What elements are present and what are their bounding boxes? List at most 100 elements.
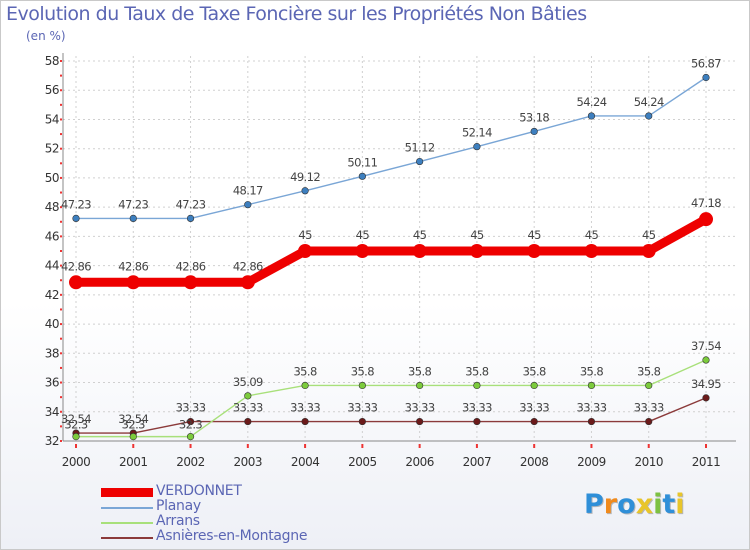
data-label: 45 (356, 228, 370, 242)
y-minor-tick (60, 103, 62, 106)
y-minor-tick (60, 352, 62, 355)
data-label: 33.33 (233, 401, 263, 415)
data-point (645, 417, 653, 426)
x-minor-tick (590, 444, 593, 448)
data-point (412, 244, 427, 258)
y-minor-tick (60, 440, 62, 442)
y-axis-unit-label: (en %) (26, 29, 66, 43)
y-minor-tick (60, 293, 62, 296)
data-point (129, 214, 137, 223)
y-minor-tick (60, 60, 62, 62)
data-label: 54.24 (576, 95, 606, 109)
y-tick-label: 34 (45, 405, 59, 419)
data-label: 35.8 (580, 364, 603, 378)
data-label: 33.33 (634, 401, 664, 415)
data-label: 48.17 (233, 184, 263, 198)
logo-letter: x (635, 489, 654, 520)
data-point (301, 381, 309, 390)
x-minor-tick (132, 444, 135, 448)
y-tick-label: 32 (45, 434, 59, 448)
data-point (358, 381, 366, 390)
x-minor-tick (475, 444, 478, 448)
data-label: 47.23 (61, 197, 91, 211)
data-point (587, 417, 596, 426)
data-point (587, 112, 596, 120)
data-label: 32.3 (179, 418, 202, 432)
data-point (530, 381, 538, 390)
x-tick-label: 2007 (463, 455, 492, 469)
data-point (358, 417, 366, 426)
data-point (584, 244, 599, 258)
y-minor-tick (60, 220, 62, 223)
x-tick-label: 2010 (634, 455, 663, 469)
series-line-0 (71, 214, 711, 287)
legend-swatch (101, 507, 153, 509)
data-label: 32.3 (122, 418, 145, 432)
data-point (527, 244, 542, 258)
data-point (186, 417, 195, 426)
logo-letter: r (603, 489, 618, 520)
y-minor-tick (60, 235, 62, 238)
x-minor-tick (418, 444, 421, 448)
data-point (416, 381, 424, 390)
data-point (702, 356, 710, 364)
legend-swatch (101, 488, 153, 497)
data-label: 33.33 (576, 401, 606, 415)
y-minor-tick (60, 176, 62, 179)
data-point (72, 433, 80, 441)
data-label: 35.09 (233, 375, 263, 389)
data-point (699, 212, 713, 227)
data-point (129, 433, 137, 441)
y-minor-tick (60, 147, 62, 150)
proxiti-logo: Proxiti (584, 489, 685, 520)
data-point (473, 417, 481, 426)
data-point (72, 214, 80, 223)
series-line-2 (75, 359, 707, 438)
data-label: 42.86 (118, 259, 148, 273)
data-label: 35.8 (637, 364, 660, 378)
series-line-1 (75, 76, 707, 220)
data-point (126, 275, 141, 290)
data-label: 35.8 (408, 364, 431, 378)
data-point (244, 417, 252, 426)
y-tick-label: 52 (45, 142, 59, 156)
logo-letter: o (617, 489, 636, 520)
data-label: 42.86 (176, 259, 206, 273)
y-minor-tick (60, 381, 62, 384)
y-minor-tick (60, 74, 62, 77)
y-tick-label: 56 (45, 83, 59, 97)
y-tick-label: 54 (45, 112, 59, 126)
data-label: 42.86 (61, 259, 91, 273)
x-tick-label: 2005 (348, 455, 377, 469)
y-minor-tick (60, 323, 62, 326)
y-minor-tick (60, 337, 62, 340)
data-label: 33.33 (405, 401, 435, 415)
legend-label: Arrans (156, 513, 200, 529)
x-minor-tick (304, 444, 307, 448)
legend-label: Planay (156, 498, 201, 514)
x-tick-label: 2006 (405, 455, 434, 469)
y-minor-tick (60, 366, 62, 369)
data-label: 47.23 (118, 197, 148, 211)
y-tick-label: 38 (45, 346, 59, 360)
data-label: 33.33 (519, 401, 549, 415)
data-label: 45 (642, 228, 656, 242)
grid-lines (63, 56, 736, 442)
y-minor-tick (60, 250, 62, 252)
data-point (298, 244, 313, 258)
data-point (645, 381, 653, 390)
data-label: 33.33 (347, 401, 377, 415)
data-label: 49.12 (290, 170, 320, 184)
data-label: 37.54 (691, 339, 721, 353)
data-point (416, 157, 424, 166)
data-point (244, 392, 252, 400)
y-minor-tick (60, 410, 62, 413)
data-label: 32.3 (64, 418, 87, 432)
legend-swatch (101, 522, 153, 524)
data-point (301, 417, 309, 426)
data-labels: 42.86 42.86 42.86 42.86 45 45 45 45 45 45 45 47.18 4… (61, 57, 722, 432)
data-label: 33.33 (176, 401, 206, 415)
data-label: 47.18 (691, 196, 721, 210)
data-point (530, 417, 538, 426)
